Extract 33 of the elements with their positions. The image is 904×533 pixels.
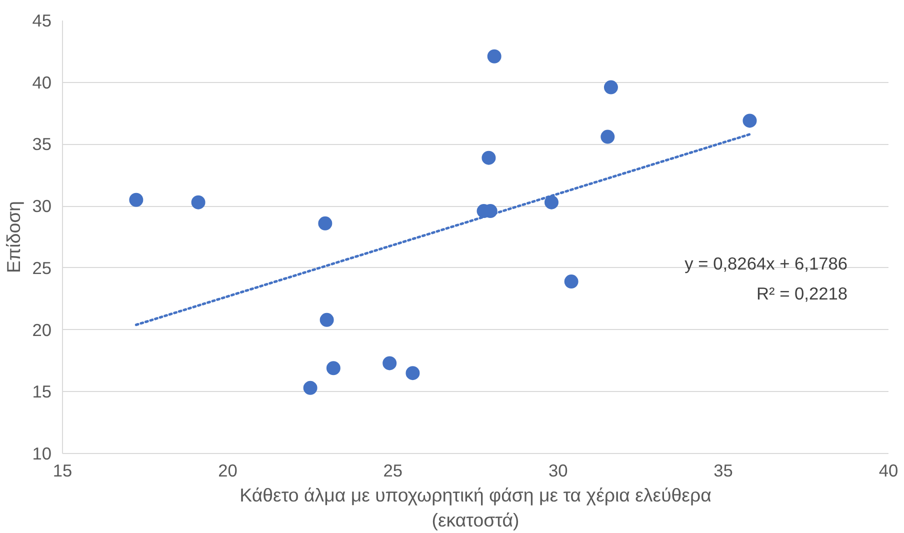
x-tick-label: 40 bbox=[878, 460, 898, 480]
point bbox=[318, 216, 332, 230]
y-tick-label: 25 bbox=[32, 258, 52, 278]
point bbox=[320, 312, 334, 327]
point bbox=[406, 366, 420, 380]
point bbox=[742, 114, 757, 128]
y-tick-label: 35 bbox=[32, 134, 52, 154]
point bbox=[544, 195, 558, 210]
point bbox=[564, 274, 578, 289]
point bbox=[191, 195, 206, 210]
annotation: y = 0,8264x + 6,1786 bbox=[684, 254, 848, 274]
x-tick-label: 35 bbox=[714, 460, 733, 480]
y-tick-label: 15 bbox=[32, 382, 52, 402]
x-tick-label: 15 bbox=[52, 460, 72, 480]
point bbox=[600, 130, 615, 144]
x-tick-label: 25 bbox=[383, 460, 403, 480]
point bbox=[487, 49, 502, 64]
annotation: R² = 0,2218 bbox=[756, 284, 848, 304]
point bbox=[129, 192, 144, 207]
point bbox=[326, 361, 340, 376]
x-tick-label: 30 bbox=[548, 460, 568, 480]
point bbox=[303, 380, 318, 395]
y-tick-label: 40 bbox=[32, 72, 52, 92]
y-tick-label: 30 bbox=[32, 196, 52, 216]
point bbox=[482, 150, 496, 165]
y-axis-title: Επίδοση bbox=[3, 200, 24, 274]
point bbox=[604, 80, 618, 94]
y-tick-label: 10 bbox=[32, 444, 52, 464]
y-tick-label: 20 bbox=[32, 320, 52, 340]
x-tick-label: 20 bbox=[218, 460, 238, 480]
point bbox=[382, 356, 397, 370]
y-tick-label: 45 bbox=[32, 10, 52, 30]
x-axis-title: Κάθετο άλμα με υποχωρητική φάση με τα χέρια ελεύθερα (εκατοστά) bbox=[240, 484, 712, 531]
